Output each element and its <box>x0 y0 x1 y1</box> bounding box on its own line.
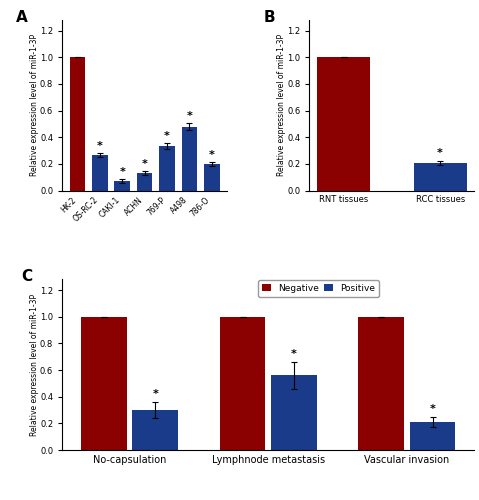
Text: *: * <box>119 168 125 177</box>
Text: A: A <box>16 10 28 25</box>
Bar <box>114 182 130 190</box>
Bar <box>92 156 108 190</box>
Text: *: * <box>437 148 443 158</box>
Text: *: * <box>291 350 297 360</box>
Legend: Negative, Positive: Negative, Positive <box>258 280 379 296</box>
Text: *: * <box>186 112 192 122</box>
Text: C: C <box>21 269 32 284</box>
Text: *: * <box>209 150 215 160</box>
Text: *: * <box>430 404 435 414</box>
Text: *: * <box>164 132 170 141</box>
Bar <box>204 164 219 190</box>
Text: B: B <box>263 10 275 25</box>
Y-axis label: Relative expression level of miR-1-3P: Relative expression level of miR-1-3P <box>30 294 39 436</box>
Bar <box>70 58 85 190</box>
Text: *: * <box>97 142 103 152</box>
Bar <box>410 422 456 450</box>
Bar <box>132 410 178 450</box>
Bar <box>81 316 127 450</box>
Y-axis label: Relative expression level of miR-1-3P: Relative expression level of miR-1-3P <box>30 34 39 176</box>
Bar <box>137 174 152 190</box>
Text: *: * <box>142 160 148 170</box>
Text: *: * <box>152 390 158 400</box>
Bar <box>182 126 197 190</box>
Bar <box>413 162 467 190</box>
Y-axis label: Relative expression level of miR-1-3P: Relative expression level of miR-1-3P <box>277 34 286 176</box>
Bar <box>159 146 175 190</box>
Bar <box>358 316 404 450</box>
Bar <box>271 376 317 450</box>
Bar <box>317 58 370 190</box>
Bar <box>220 316 265 450</box>
